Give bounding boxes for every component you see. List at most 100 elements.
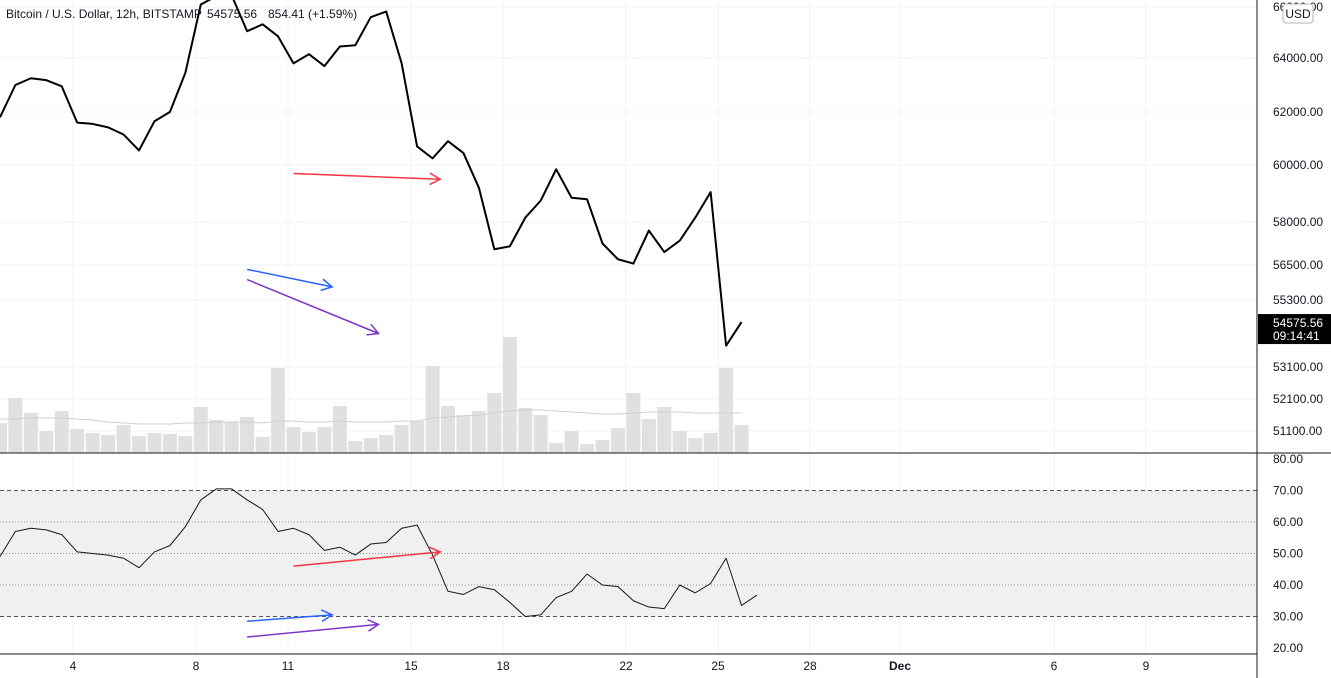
header-price: 54575.56 bbox=[207, 7, 257, 21]
time-tick-label: 22 bbox=[619, 659, 633, 673]
volume-bar bbox=[178, 436, 193, 453]
volume-bar bbox=[0, 423, 7, 453]
volume-bar bbox=[456, 415, 471, 453]
rsi-divergence-arrow[interactable] bbox=[293, 546, 442, 567]
volume-bar bbox=[54, 411, 69, 453]
volume-bar bbox=[101, 435, 116, 453]
volume-bar bbox=[502, 337, 517, 453]
time-tick-label: Dec bbox=[889, 659, 911, 673]
rsi-levels bbox=[0, 490, 1257, 617]
header-change: 854.41 (+1.59%) bbox=[268, 7, 357, 21]
price-tick-label: 58000.00 bbox=[1273, 215, 1323, 229]
volume-bar bbox=[255, 437, 270, 453]
volume-bar bbox=[162, 434, 177, 453]
volume-bar bbox=[193, 407, 208, 453]
volume-bar bbox=[672, 431, 687, 453]
volume-bar bbox=[116, 425, 131, 453]
volume-bar bbox=[734, 425, 749, 453]
volume-bar bbox=[394, 425, 409, 453]
rsi-tick-label: 20.00 bbox=[1273, 641, 1303, 655]
rsi-divergence-arrow[interactable] bbox=[247, 609, 334, 623]
price-tick-label: 56500.00 bbox=[1273, 258, 1323, 272]
volume-bar bbox=[703, 433, 718, 453]
rsi-tick-label: 40.00 bbox=[1273, 578, 1303, 592]
last-price-value: 54575.56 bbox=[1273, 316, 1323, 330]
volume-bar bbox=[610, 428, 625, 453]
time-tick-label: 9 bbox=[1143, 659, 1150, 673]
price-divergence-arrow[interactable] bbox=[293, 172, 442, 186]
volume-bar bbox=[487, 393, 502, 453]
volume-bar bbox=[286, 427, 301, 453]
time-tick-label: 15 bbox=[404, 659, 418, 673]
volume-bar bbox=[471, 411, 486, 453]
price-divergence-arrow[interactable] bbox=[246, 278, 380, 336]
volume-bar bbox=[549, 443, 564, 453]
volume-bar bbox=[533, 415, 548, 453]
volume-bar bbox=[425, 366, 440, 453]
volume-bar bbox=[564, 431, 579, 453]
time-axis[interactable]: 4 8 11 15 18 22 25 28 Dec 6 9 bbox=[70, 659, 1150, 673]
volume-bar bbox=[363, 438, 378, 453]
currency-label: USD bbox=[1285, 7, 1311, 21]
volume-bar bbox=[518, 408, 533, 453]
volume-bar bbox=[8, 398, 23, 453]
volume-bar bbox=[70, 429, 85, 453]
volume-ma-line bbox=[0, 409, 742, 425]
rsi-divergence-arrow[interactable] bbox=[247, 618, 381, 638]
time-tick-label: 11 bbox=[282, 659, 295, 673]
time-tick-label: 25 bbox=[711, 659, 725, 673]
price-tick-label: 62000.00 bbox=[1273, 105, 1323, 119]
volume-bar bbox=[641, 419, 656, 453]
rsi-tick-label: 80.00 bbox=[1273, 452, 1303, 466]
rsi-line[interactable] bbox=[0, 488, 758, 617]
time-tick-label: 18 bbox=[496, 659, 510, 673]
volume-bars bbox=[0, 337, 749, 453]
time-tick-label: 6 bbox=[1051, 659, 1058, 673]
volume-bar bbox=[595, 440, 610, 453]
volume-bar bbox=[657, 407, 672, 453]
volume-bar bbox=[719, 368, 734, 453]
volume-bar bbox=[271, 368, 286, 453]
price-divergence-arrow[interactable] bbox=[246, 268, 334, 292]
volume-bar bbox=[240, 417, 255, 453]
time-tick-label: 4 bbox=[70, 659, 77, 673]
volume-bar bbox=[580, 444, 595, 453]
volume-bar bbox=[23, 413, 38, 453]
volume-bar bbox=[688, 438, 703, 453]
last-price-countdown: 09:14:41 bbox=[1273, 329, 1320, 343]
price-tick-label: 55300.00 bbox=[1273, 293, 1323, 307]
price-line[interactable] bbox=[0, 0, 743, 347]
volume-bar bbox=[410, 421, 425, 453]
symbol-title: Bitcoin / U.S. Dollar, 12h, BITSTAMP bbox=[6, 7, 202, 21]
volume-bar bbox=[332, 406, 347, 453]
volume-bar bbox=[441, 406, 455, 453]
last-price-badge bbox=[1258, 314, 1331, 345]
rsi-tick-label: 70.00 bbox=[1273, 484, 1303, 498]
volume-bar bbox=[317, 427, 332, 453]
price-tick-label: 53100.00 bbox=[1273, 360, 1323, 374]
volume-bar bbox=[301, 432, 316, 453]
rsi-tick-label: 60.00 bbox=[1273, 515, 1303, 529]
rsi-axis[interactable]: 80.00 70.00 60.00 50.00 40.00 30.00 20.00 bbox=[1273, 452, 1303, 655]
price-tick-label: 60000.00 bbox=[1273, 158, 1323, 172]
price-axis[interactable]: 64000.00 62000.00 60000.00 58000.00 56500.00… bbox=[1273, 0, 1323, 438]
volume-bar bbox=[39, 431, 54, 453]
time-tick-label: 28 bbox=[803, 659, 817, 673]
volume-bar bbox=[348, 441, 363, 453]
volume-bar bbox=[209, 420, 224, 453]
rsi-tick-label: 50.00 bbox=[1273, 547, 1303, 561]
volume-bar bbox=[147, 433, 162, 453]
price-tick-label: 64000.00 bbox=[1273, 51, 1323, 65]
volume-bar bbox=[132, 436, 146, 453]
price-tick-label: 51100.00 bbox=[1273, 424, 1322, 438]
rsi-tick-label: 30.00 bbox=[1273, 610, 1303, 624]
volume-bar bbox=[85, 433, 100, 453]
volume-bar bbox=[626, 393, 641, 453]
volume-bar bbox=[224, 422, 239, 453]
currency-button[interactable] bbox=[1282, 3, 1314, 24]
divergence-arrows[interactable] bbox=[246, 172, 442, 638]
price-tick-label: 52100.00 bbox=[1273, 392, 1323, 406]
volume-bar bbox=[379, 435, 394, 453]
